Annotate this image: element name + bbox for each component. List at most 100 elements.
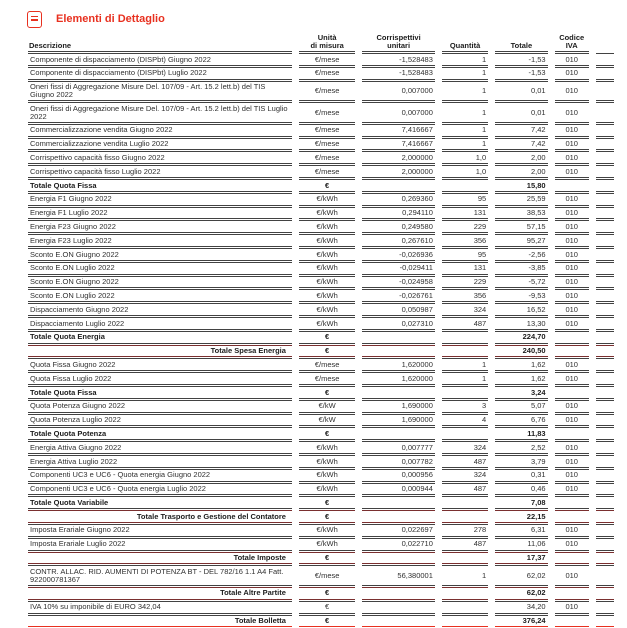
table-body: Componente di dispacciamento (DISPbt) Gi… bbox=[28, 53, 614, 628]
cell-stub bbox=[595, 427, 614, 441]
cell-descrizione: Totale Quota Variabile bbox=[28, 496, 292, 510]
cell-totale: 7,42 bbox=[495, 137, 548, 151]
cell-descrizione: Componenti UC3 e UC6 - Quota energia Lug… bbox=[28, 482, 292, 496]
cell-stub bbox=[595, 102, 614, 123]
cell-totale: 0,01 bbox=[495, 102, 548, 123]
cell-codice-iva: 010 bbox=[554, 248, 589, 261]
cell-stub bbox=[595, 53, 614, 66]
cell-totale: 2,00 bbox=[495, 151, 548, 165]
cell-totale: 11,06 bbox=[495, 537, 548, 551]
cell-quantita: 356 bbox=[441, 234, 489, 248]
cell-quantita bbox=[441, 496, 489, 510]
cell-unita: €/kWh bbox=[298, 441, 356, 454]
cell-unita: € bbox=[298, 496, 356, 510]
cell-unita: € bbox=[298, 386, 356, 399]
cell-totale: 6,76 bbox=[495, 413, 548, 427]
cell-corrispettivo: -0,026761 bbox=[362, 289, 435, 303]
cell-unita: €/kWh bbox=[298, 455, 356, 468]
cell-quantita: 229 bbox=[441, 275, 489, 289]
table-row: Energia F1 Giugno 2022 €/kWh 0,269360 95 25,… bbox=[28, 192, 614, 206]
cell-codice-iva: 010 bbox=[554, 220, 589, 234]
cell-unita: €/kWh bbox=[298, 206, 356, 220]
table-row: Quota Fissa Luglio 2022 €/mese 1,620000 1 1,… bbox=[28, 372, 614, 386]
table-row: Commercializzazione vendita Luglio 2022 €… bbox=[28, 137, 614, 151]
cell-totale: 13,30 bbox=[495, 317, 548, 330]
cell-corrispettivo bbox=[362, 600, 435, 614]
cell-stub bbox=[595, 165, 614, 179]
cell-codice-iva: 010 bbox=[554, 53, 589, 66]
cell-codice-iva: 010 bbox=[554, 151, 589, 165]
cell-corrispettivo bbox=[362, 586, 435, 600]
cell-totale: 3,79 bbox=[495, 455, 548, 468]
cell-stub bbox=[595, 523, 614, 537]
total-row: Totale Trasporto e Gestione del Contator… bbox=[28, 510, 614, 523]
cell-unita: €/mese bbox=[298, 151, 356, 165]
cell-totale: 224,70 bbox=[495, 330, 548, 344]
cell-stub bbox=[595, 600, 614, 614]
cell-descrizione: Totale Quota Energia bbox=[28, 330, 292, 344]
cell-codice-iva: 010 bbox=[554, 523, 589, 537]
cell-stub bbox=[595, 80, 614, 102]
cell-totale: 376,24 bbox=[495, 614, 548, 628]
cell-descrizione: Totale Trasporto e Gestione del Contator… bbox=[28, 510, 292, 523]
cell-corrispettivo: 1,690000 bbox=[362, 413, 435, 427]
cell-totale: 1,62 bbox=[495, 372, 548, 386]
cell-corrispettivo: 0,267610 bbox=[362, 234, 435, 248]
cell-descrizione: Totale Altre Partite bbox=[28, 586, 292, 600]
cell-codice-iva: 010 bbox=[554, 565, 589, 586]
table-row: Quota Fissa Giugno 2022 €/mese 1,620000 1 1,… bbox=[28, 358, 614, 372]
cell-codice-iva: 010 bbox=[554, 123, 589, 137]
cell-quantita: 131 bbox=[441, 261, 489, 275]
cell-codice-iva: 010 bbox=[554, 441, 589, 454]
cell-quantita bbox=[441, 600, 489, 614]
cell-stub bbox=[595, 248, 614, 261]
cell-stub bbox=[595, 137, 614, 151]
cell-corrispettivo: 1,690000 bbox=[362, 399, 435, 413]
cell-stub bbox=[595, 234, 614, 248]
cell-quantita bbox=[441, 386, 489, 399]
cell-totale: -9,53 bbox=[495, 289, 548, 303]
cell-unita: €/mese bbox=[298, 53, 356, 66]
cell-descrizione: Energia F23 Giugno 2022 bbox=[28, 220, 292, 234]
total-row: Totale Quota Energia €224,70 bbox=[28, 330, 614, 344]
cell-descrizione: Oneri fissi di Aggregazione Misure Del. … bbox=[28, 80, 292, 102]
cell-descrizione: Sconto E.ON Luglio 2022 bbox=[28, 289, 292, 303]
table-row: Energia Attiva Giugno 2022 €/kWh 0,007777 3… bbox=[28, 441, 614, 454]
total-row: Totale Quota Fissa €15,80 bbox=[28, 179, 614, 192]
cell-corrispettivo: 0,249580 bbox=[362, 220, 435, 234]
cell-quantita: 95 bbox=[441, 192, 489, 206]
cell-unita: €/kWh bbox=[298, 303, 356, 317]
cell-stub bbox=[595, 586, 614, 600]
cell-descrizione: Sconto E.ON Giugno 2022 bbox=[28, 248, 292, 261]
cell-descrizione: Totale Quota Fissa bbox=[28, 179, 292, 192]
col-header-corrispettivi-unitari: Corrispettivi unitari bbox=[362, 34, 435, 53]
cell-codice-iva: 010 bbox=[554, 303, 589, 317]
cell-descrizione: Corrispettivo capacità fisso Luglio 2022 bbox=[28, 165, 292, 179]
cell-unita: € bbox=[298, 427, 356, 441]
table-row: Oneri fissi di Aggregazione Misure Del. … bbox=[28, 102, 614, 123]
cell-corrispettivo: 56,380001 bbox=[362, 565, 435, 586]
table-row: Quota Potenza Giugno 2022 €/kW 1,690000 3 5,… bbox=[28, 399, 614, 413]
cell-unita: €/mese bbox=[298, 165, 356, 179]
cell-stub bbox=[595, 496, 614, 510]
cell-corrispettivo: -1,528483 bbox=[362, 53, 435, 66]
cell-codice-iva bbox=[554, 496, 589, 510]
cell-corrispettivo: 1,620000 bbox=[362, 372, 435, 386]
cell-totale: 15,80 bbox=[495, 179, 548, 192]
cell-totale: 16,52 bbox=[495, 303, 548, 317]
cell-codice-iva: 010 bbox=[554, 289, 589, 303]
cell-stub bbox=[595, 551, 614, 565]
cell-totale: 25,59 bbox=[495, 192, 548, 206]
cell-unita: €/kWh bbox=[298, 537, 356, 551]
cell-descrizione: Oneri fissi di Aggregazione Misure Del. … bbox=[28, 102, 292, 123]
cell-descrizione: Energia F1 Giugno 2022 bbox=[28, 192, 292, 206]
cell-codice-iva: 010 bbox=[554, 275, 589, 289]
cell-corrispettivo: 0,007777 bbox=[362, 441, 435, 454]
total-row: Totale Imposte €17,37 bbox=[28, 551, 614, 565]
cell-totale: 5,07 bbox=[495, 399, 548, 413]
cell-descrizione: Componente di dispacciamento (DISPbt) Gi… bbox=[28, 53, 292, 66]
cell-descrizione: Totale Imposte bbox=[28, 551, 292, 565]
cell-stub bbox=[595, 275, 614, 289]
cell-codice-iva: 010 bbox=[554, 192, 589, 206]
cell-corrispettivo bbox=[362, 386, 435, 399]
